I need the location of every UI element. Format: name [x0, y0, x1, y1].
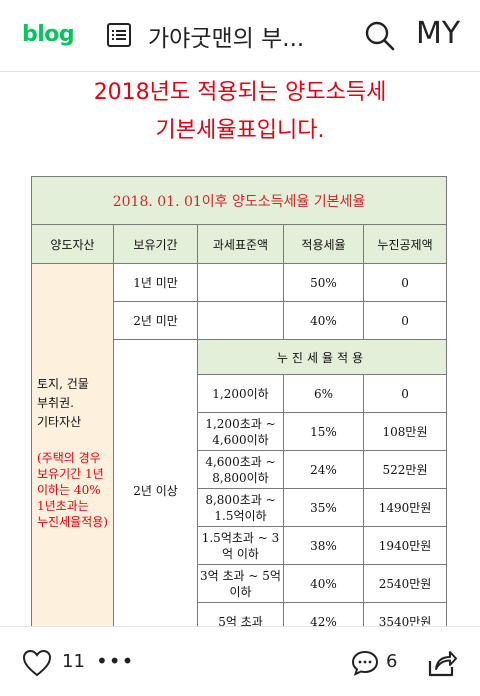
post-list-icon[interactable]	[106, 22, 132, 48]
table-row: 1,200초과 ~ 4,600이하 15% 108만원	[32, 412, 448, 451]
deduction-cell: 108만원	[362, 412, 448, 451]
tax-rate-table: 2018. 01. 01이후 양도소득세율 기본세율 양도자산 보유기간 과세표…	[30, 176, 448, 641]
comment-count: 6	[386, 651, 398, 672]
tax-base-cell	[197, 301, 284, 340]
holding-period-cell: 2년 미만	[113, 301, 198, 340]
holding-period-cell: 2년 이상	[113, 339, 198, 641]
column-header: 누진공제액	[362, 224, 448, 264]
tax-base-cell: 1.5억초과 ~ 3억 이하	[197, 526, 284, 565]
bottom-action-bar: 11 ••• 6	[0, 626, 480, 696]
deduction-cell: 2540만원	[362, 564, 448, 603]
tax-rate-cell: 40%	[283, 564, 364, 603]
more-options-icon[interactable]: •••	[96, 649, 135, 673]
asset-line: 기타자산	[37, 414, 82, 429]
deduction-cell: 1940만원	[362, 526, 448, 565]
tax-rate-cell: 50%	[283, 263, 364, 302]
tax-rate-cell: 40%	[283, 301, 364, 340]
tax-base-cell: 8,800초과 ~ 1.5억이하	[197, 488, 284, 527]
column-header: 양도자산	[31, 224, 114, 264]
deduction-cell: 0	[362, 263, 448, 302]
table-row: 4,600초과 ~ 8,800이하 24% 522만원	[32, 450, 448, 489]
holding-period-cell: 1년 미만	[113, 263, 198, 302]
post-headline-line-2: 기본세율표입니다.	[155, 118, 325, 143]
table-row: 토지, 건물 부취권. 기타자산 (주택의 경우 보유기간 1년 이하는 40%…	[31, 263, 448, 641]
tax-rate-cell: 38%	[283, 526, 364, 565]
asset-note-line: (주택의 경우	[37, 450, 101, 465]
asset-note-line: 보유기간 1년	[37, 466, 104, 481]
asset-note-line: 누진세율적용)	[37, 514, 108, 529]
comment-icon[interactable]	[350, 649, 380, 677]
tax-rate-cell: 35%	[283, 488, 364, 527]
share-icon[interactable]	[426, 647, 458, 679]
like-count: 11	[62, 651, 85, 672]
progressive-rate-header: 누진세율적용	[196, 339, 448, 375]
table-row: 1,200이하 6% 0	[32, 374, 448, 413]
tax-rate-cell: 24%	[283, 450, 364, 489]
tax-base-cell	[197, 263, 284, 302]
asset-line: 토지, 건물	[37, 376, 89, 391]
blog-title[interactable]: 가야굿맨의 부...	[148, 26, 305, 52]
asset-line: 부취권.	[37, 395, 74, 410]
table-row: 1.5억초과 ~ 3억 이하 38% 1940만원	[32, 526, 448, 565]
tax-base-cell: 1,200초과 ~ 4,600이하	[197, 412, 284, 451]
tax-base-cell: 3억 초과 ~ 5억 이하	[197, 564, 284, 603]
asset-note-line: 이하는 40%	[37, 482, 101, 497]
column-header: 과세표준액	[197, 224, 284, 264]
deduction-cell: 1490만원	[362, 488, 448, 527]
deduction-cell: 0	[362, 301, 448, 340]
table-title: 2018. 01. 01이후 양도소득세율 기본세율	[30, 176, 448, 225]
tax-base-cell: 4,600초과 ~ 8,800이하	[197, 450, 284, 489]
my-button[interactable]: MY	[416, 16, 461, 51]
deduction-cell: 0	[362, 374, 448, 413]
tax-base-cell: 1,200이하	[197, 374, 284, 413]
blog-logo[interactable]: blog	[22, 22, 75, 47]
tax-rate-cell: 6%	[283, 374, 364, 413]
table-row: 2년 이상 누진세율적용	[32, 339, 448, 641]
table-row: 5억 초과 42% 3540만원	[32, 602, 448, 641]
asset-note-line: 1년초과는	[37, 498, 89, 513]
post-headline-line-1: 2018년도 적용되는 양도소득세	[93, 80, 387, 105]
tax-rate-cell: 15%	[283, 412, 364, 451]
search-icon[interactable]	[364, 20, 396, 52]
table-row: 2년 미만 40% 0	[32, 301, 448, 340]
table-row: 8,800초과 ~ 1.5억이하 35% 1490만원	[32, 488, 448, 527]
column-header: 보유기간	[113, 224, 198, 264]
heart-icon[interactable]	[22, 649, 52, 677]
asset-type-cell: 토지, 건물 부취권. 기타자산 (주택의 경우 보유기간 1년 이하는 40%…	[31, 263, 114, 641]
top-navigation-bar: blog 가야굿맨의 부... MY	[0, 0, 480, 72]
deduction-cell: 522만원	[362, 450, 448, 489]
column-header: 적용세율	[283, 224, 364, 264]
